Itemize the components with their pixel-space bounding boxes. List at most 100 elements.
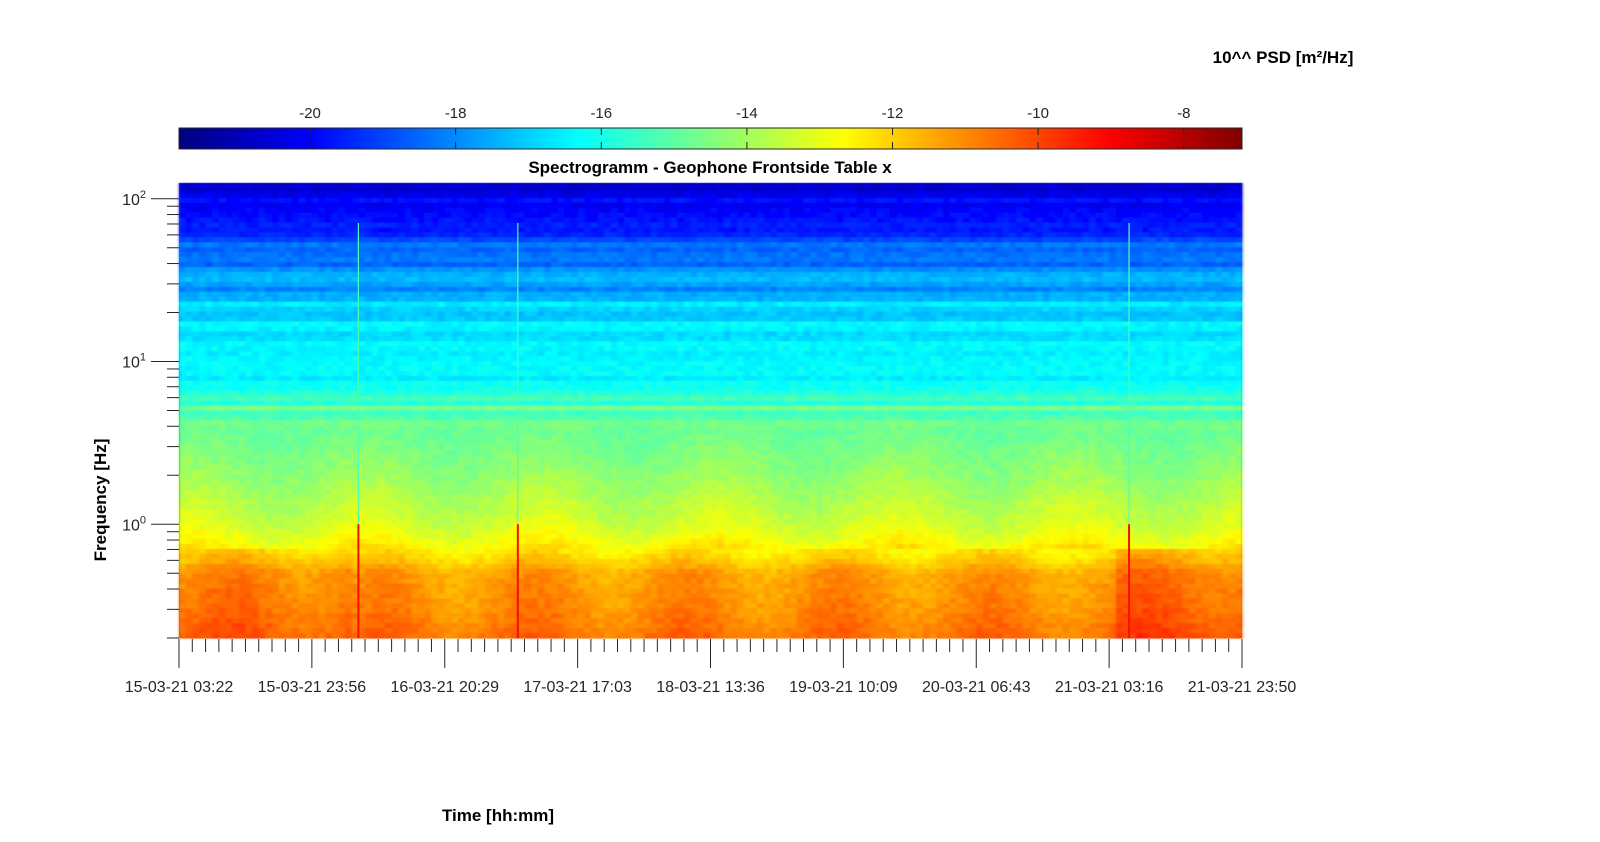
heatmap-cell [1129, 331, 1137, 337]
heatmap-cell [889, 286, 898, 293]
heatmap-cell [943, 217, 951, 224]
heatmap-cell [477, 272, 486, 278]
heatmap-cell [258, 306, 266, 313]
heatmap-cell [863, 272, 871, 278]
heatmap-cell [796, 252, 805, 258]
heatmap-cell [723, 321, 732, 328]
heatmap-cell [544, 331, 552, 337]
heatmap-cell [192, 237, 200, 243]
heatmap-cell [179, 296, 187, 303]
heatmap-cell [982, 311, 991, 318]
heatmap-cell [1075, 237, 1084, 243]
heatmap-cell [816, 237, 825, 243]
heatmap-cell [517, 296, 526, 303]
heatmap-cell [683, 252, 692, 258]
heatmap-cell [570, 212, 579, 219]
heatmap-cell [345, 286, 353, 293]
heatmap-cell [511, 202, 519, 209]
heatmap-cell [590, 262, 599, 268]
heatmap-cell [770, 316, 778, 323]
heatmap-cell [590, 257, 599, 263]
heatmap-cell [1202, 306, 1210, 313]
heatmap-cell [657, 252, 665, 258]
heatmap-cell [537, 311, 545, 318]
heatmap-cell [291, 272, 300, 278]
heatmap-cell [677, 247, 685, 253]
heatmap-cell [418, 331, 426, 337]
heatmap-cell [1135, 222, 1143, 229]
heatmap-cell [889, 252, 898, 258]
heatmap-cell [1069, 311, 1077, 318]
heatmap-cell [265, 276, 273, 283]
heatmap-cell [1228, 276, 1236, 283]
heatmap-cell [245, 202, 253, 209]
heatmap-cell [657, 276, 665, 283]
heatmap-cell [604, 306, 612, 313]
heatmap-cell [1095, 207, 1104, 214]
heatmap-cell [365, 207, 373, 214]
heatmap-cell [1062, 197, 1070, 204]
heatmap-cell [936, 262, 944, 268]
heatmap-cell [564, 257, 572, 263]
heatmap-cell [856, 281, 864, 288]
heatmap-cell [929, 252, 937, 258]
heatmap-cell [1022, 232, 1030, 239]
heatmap-cell [544, 311, 552, 318]
heatmap-cell [325, 301, 333, 308]
heatmap-cell [956, 306, 964, 313]
heatmap-cell [577, 296, 585, 303]
heatmap-cell [298, 247, 306, 253]
heatmap-cell [1049, 207, 1057, 214]
heatmap-cell [610, 237, 619, 243]
heatmap-cell [617, 276, 625, 283]
heatmap-cell [916, 237, 924, 243]
heatmap-cell [232, 262, 240, 268]
heatmap-cell [989, 257, 997, 263]
heatmap-cell [517, 222, 526, 229]
heatmap-cell [431, 262, 439, 268]
heatmap-cell [371, 222, 379, 229]
heatmap-cell [670, 207, 678, 214]
heatmap-cell [205, 306, 213, 313]
heatmap-cell [438, 202, 446, 209]
heatmap-cell [497, 291, 506, 298]
heatmap-cell [1129, 326, 1137, 332]
heatmap-cell [776, 306, 785, 313]
heatmap-cell [1195, 306, 1203, 313]
heatmap-cell [524, 247, 532, 253]
heatmap-cell [830, 296, 838, 303]
heatmap-cell [617, 212, 625, 219]
heatmap-cell [584, 252, 592, 258]
heatmap-cell [663, 207, 672, 214]
heatmap-cell [863, 257, 871, 263]
heatmap-cell [763, 212, 771, 219]
heatmap-cell [192, 321, 200, 328]
heatmap-cell [218, 197, 227, 204]
heatmap-cell [1155, 227, 1163, 234]
heatmap-cell [205, 187, 213, 194]
heatmap-cell [996, 321, 1004, 328]
heatmap-cell [982, 222, 991, 229]
heatmap-cell [331, 197, 340, 204]
heatmap-cell [1102, 183, 1110, 189]
heatmap-cell [770, 237, 778, 243]
heatmap-cell [272, 267, 280, 273]
heatmap-cell [1129, 202, 1137, 209]
heatmap-cell [1042, 296, 1050, 303]
heatmap-cell [889, 197, 898, 204]
heatmap-cell [850, 321, 858, 328]
heatmap-cell [597, 252, 605, 258]
heatmap-cell [185, 272, 193, 278]
heatmap-cell [604, 237, 612, 243]
heatmap-cell [551, 192, 559, 199]
heatmap-cell [770, 267, 778, 273]
heatmap-cell [1129, 311, 1137, 318]
heatmap-cell [557, 227, 565, 234]
heatmap-cell [358, 272, 366, 278]
heatmap-cell [624, 272, 632, 278]
heatmap-cell [524, 252, 532, 258]
heatmap-cell [1115, 267, 1124, 273]
heatmap-cell [1162, 212, 1170, 219]
heatmap-cell [1115, 286, 1124, 293]
heatmap-cell [929, 281, 937, 288]
